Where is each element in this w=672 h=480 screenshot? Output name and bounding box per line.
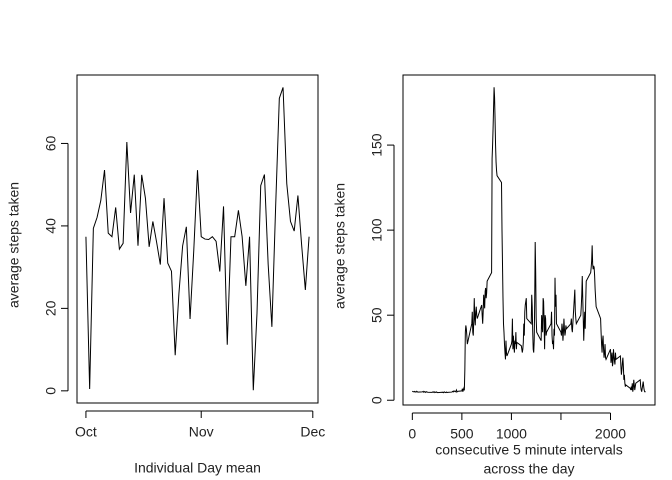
data-line — [85, 87, 310, 391]
x-tick-label: Dec — [300, 424, 325, 440]
y-tick-label: 150 — [369, 133, 385, 157]
x-tick-label: 500 — [450, 426, 474, 442]
x-axis-title: Individual Day mean — [134, 460, 261, 476]
x-tick-label: 2000 — [595, 426, 626, 442]
x-tick-label: Nov — [189, 424, 214, 440]
y-tick-label: 0 — [369, 396, 385, 404]
y-tick-label: 60 — [43, 135, 59, 151]
y-tick-label: 20 — [43, 300, 59, 316]
x-tick-label: Oct — [75, 424, 97, 440]
y-axis-title: average steps taken — [332, 183, 348, 309]
plot-box — [402, 74, 656, 406]
x-axis-title: consecutive 5 minute intervals — [435, 442, 623, 458]
y-axis-title: average steps taken — [6, 182, 22, 308]
data-line — [411, 87, 646, 394]
y-tick-label: 100 — [369, 218, 385, 242]
y-tick-label: 40 — [43, 218, 59, 234]
plot-box — [76, 74, 319, 404]
y-tick-label: 0 — [43, 387, 59, 395]
x-tick-label: 1000 — [496, 426, 527, 442]
x-axis-title: across the day — [483, 461, 574, 477]
y-tick-label: 50 — [369, 307, 385, 323]
x-tick-label: 0 — [408, 426, 416, 442]
